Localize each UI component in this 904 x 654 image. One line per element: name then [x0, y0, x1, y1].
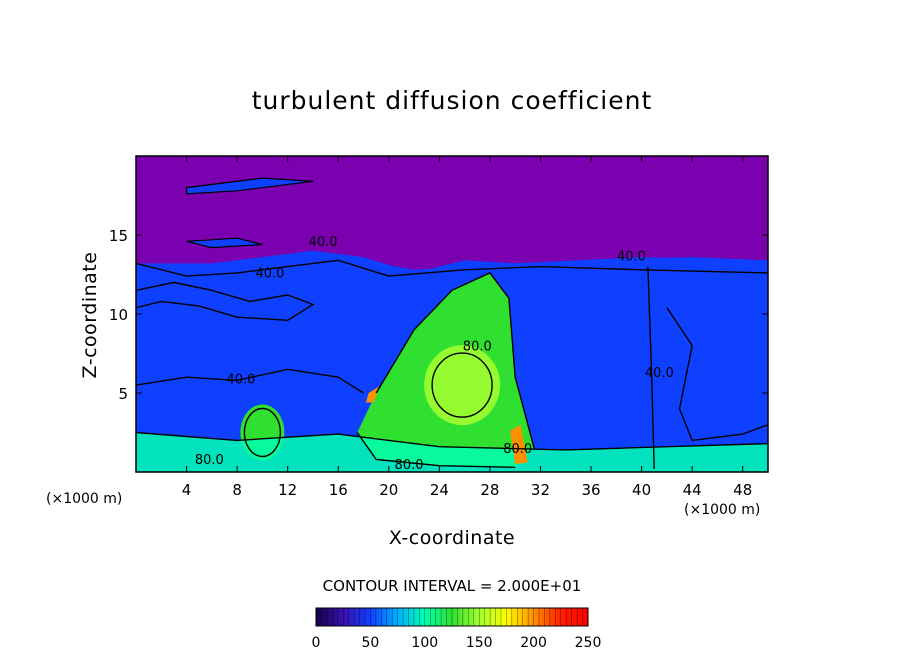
- contour-label: 40.0: [645, 366, 674, 381]
- x-axis-label: X-coordinate: [388, 527, 516, 549]
- colorbar-tick-label: 50: [361, 635, 379, 651]
- x-tick-label: 4: [182, 481, 192, 499]
- contour-label: 40.0: [256, 267, 285, 282]
- colorbar-tick-label: 250: [575, 635, 602, 651]
- contour-line: [375, 272, 535, 449]
- contour-lines: [136, 177, 768, 469]
- x-tick-label: 44: [683, 481, 702, 499]
- contour-label: 40.0: [617, 249, 646, 264]
- region-vortex-core: [424, 345, 501, 426]
- colorbar-tick-label: 150: [466, 635, 493, 651]
- chart-title: turbulent diffusion coefficient: [251, 86, 653, 115]
- contour-line: [136, 431, 768, 451]
- contour-line: [136, 281, 315, 322]
- contour-line: [136, 259, 768, 277]
- x-tick-label: 20: [379, 481, 398, 499]
- contour-line: [186, 237, 263, 249]
- x-tick-label: 32: [531, 481, 550, 499]
- colorbar-tick-label: 200: [520, 635, 547, 651]
- contour-label: 80.0: [463, 339, 492, 354]
- contour-line: [431, 352, 493, 418]
- colorbar: 0 50 100 150 200 250: [312, 607, 602, 651]
- contour-line: [186, 177, 314, 195]
- y-tick-label: 10: [109, 306, 128, 324]
- contour-label: 80.0: [195, 453, 224, 468]
- contour-interval-label: CONTOUR INTERVAL = 2.000E+01: [322, 577, 582, 595]
- region-hotspot: [366, 386, 379, 403]
- region-surface-layer: [136, 432, 768, 472]
- x-unit-label-left: (×1000 m): [46, 491, 123, 507]
- x-tick-label: 8: [232, 481, 242, 499]
- x-tick-label: 36: [581, 481, 600, 499]
- colorbar-tick-label: 100: [411, 635, 438, 651]
- region-left-eddy: [136, 282, 313, 321]
- contour-label: 40.0: [309, 235, 338, 250]
- contour-line: [666, 307, 768, 442]
- contour-label: 80.0: [503, 442, 532, 457]
- x-tick-label: 16: [329, 481, 348, 499]
- x-unit-label-right: (×1000 m): [684, 502, 761, 518]
- x-tick-label: 24: [430, 481, 449, 499]
- contour-line: [243, 407, 282, 458]
- y-tick-label: 15: [109, 227, 128, 245]
- x-tick-label: 12: [278, 481, 297, 499]
- contour-line: [647, 266, 655, 469]
- x-tick-label: 48: [733, 481, 752, 499]
- contour-line: [136, 368, 364, 394]
- contour-labels: 40.0 40.0 40.0 40.0 40.0 80.0 80.0 80.0 80.0: [195, 235, 674, 473]
- y-tick-label: 5: [118, 385, 128, 403]
- region-right-cell: [502, 266, 768, 457]
- contour-label: 40.0: [226, 373, 255, 388]
- contour-line: [356, 432, 516, 468]
- y-axis-ticks: 5 10 15: [109, 227, 768, 403]
- colorbar-tick-label: 0: [312, 635, 321, 651]
- region-hotspot: [510, 424, 528, 465]
- contour-label: 80.0: [395, 458, 424, 473]
- heatmap-field: [136, 156, 768, 472]
- x-tick-label: 40: [632, 481, 651, 499]
- x-tick-label: 28: [480, 481, 499, 499]
- region-stratosphere: [136, 156, 768, 273]
- region-tropopause: [136, 250, 768, 277]
- x-axis-ticks: 4 8 12 16 20 24 28 32 36 40 44 48: [182, 156, 752, 499]
